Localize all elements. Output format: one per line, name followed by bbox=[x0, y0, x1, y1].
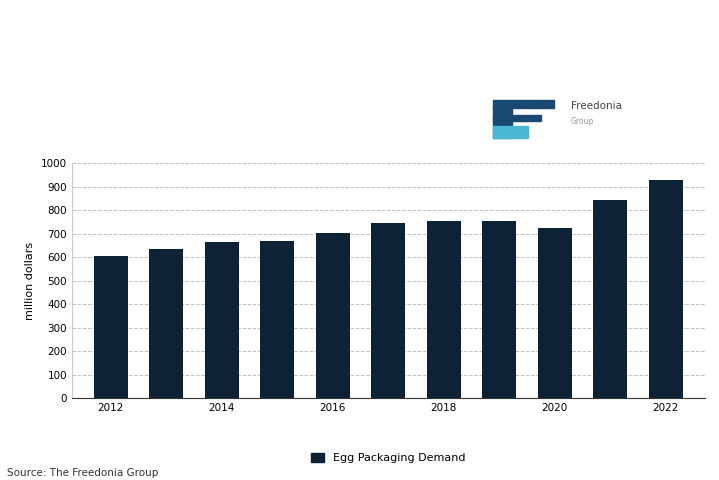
Bar bbox=[149, 249, 183, 398]
Bar bbox=[538, 228, 572, 398]
Y-axis label: million dollars: million dollars bbox=[25, 242, 35, 320]
Bar bbox=[316, 233, 350, 398]
Bar bbox=[493, 126, 528, 138]
Bar bbox=[371, 223, 406, 398]
Bar bbox=[204, 242, 239, 398]
Legend: Egg Packaging Demand: Egg Packaging Demand bbox=[311, 453, 466, 463]
Bar bbox=[482, 221, 516, 398]
Bar bbox=[93, 256, 128, 398]
Bar bbox=[426, 221, 461, 398]
Bar bbox=[260, 241, 295, 398]
Text: Source: The Freedonia Group: Source: The Freedonia Group bbox=[7, 468, 159, 478]
Text: Figure 3-1.
Egg Packaging Demand,
2012 – 2022
(million dollars): Figure 3-1. Egg Packaging Demand, 2012 –… bbox=[11, 6, 171, 74]
Bar bbox=[493, 106, 512, 138]
Text: Group: Group bbox=[571, 117, 595, 126]
Bar bbox=[593, 200, 628, 398]
Bar bbox=[493, 115, 541, 121]
Bar bbox=[493, 100, 554, 108]
Text: Freedonia: Freedonia bbox=[571, 101, 622, 111]
Bar bbox=[649, 180, 683, 398]
